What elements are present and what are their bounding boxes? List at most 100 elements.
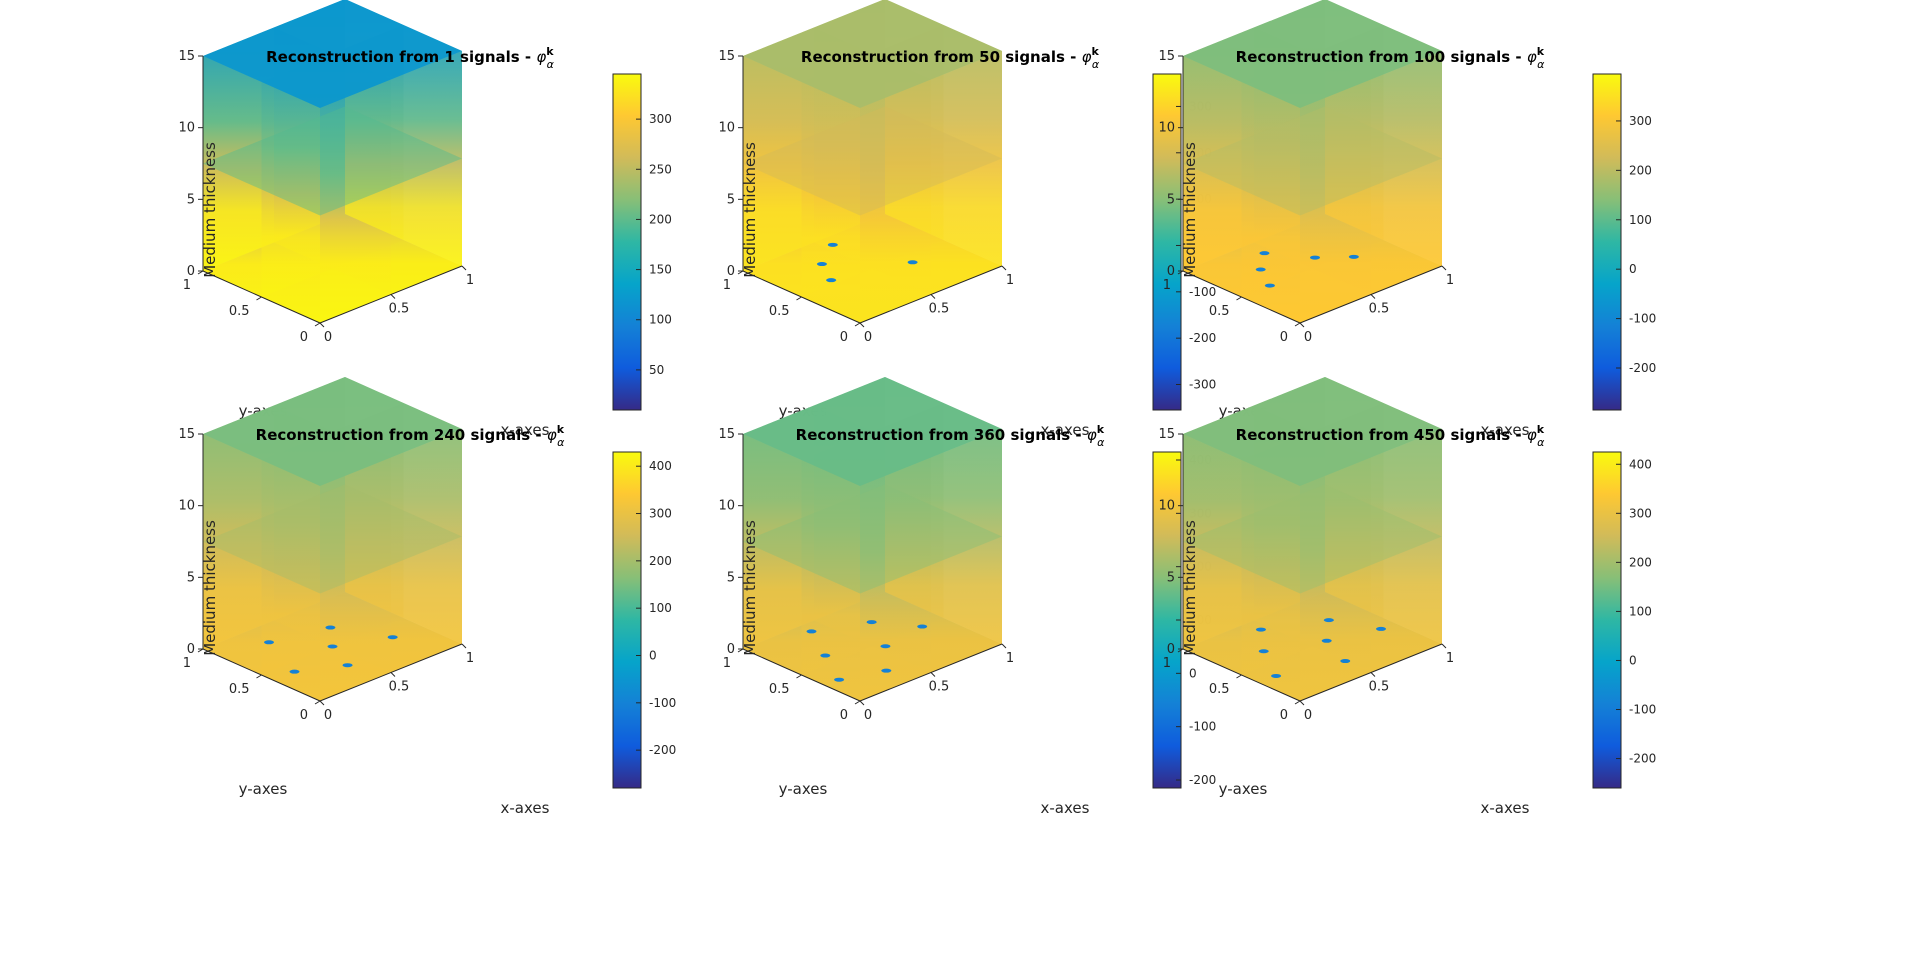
z-tick-label: 15 [178,49,195,64]
title-symbol: φ [1527,48,1537,66]
colorbar-gradient [612,451,642,789]
colorbar-tick-label: 300 [1629,114,1652,128]
colorbar-tick-label: 100 [1629,604,1652,618]
colorbar-tick-label: 0 [649,648,657,662]
colorbar-tick-label: -200 [1629,752,1656,766]
colorbar-tick-label: -200 [1189,331,1216,345]
colorbar-tick-label: 0 [1629,262,1637,276]
title-text: Reconstruction from 100 signals - [1236,48,1527,66]
anomaly-5 [387,635,398,640]
z-tick-label: 15 [1158,49,1175,64]
y-tick-label: 0 [300,708,308,723]
anomaly-4 [880,644,891,649]
slice-zmid [743,106,1002,216]
colorbar-gradient [1592,451,1622,789]
z-axis-label: Medium thickness [201,142,219,278]
x-tick-label: 0 [864,708,872,723]
y-tick-label: 1 [183,656,191,671]
z-tick-label: 0 [727,642,735,657]
slice-top [1183,0,1442,108]
colorbar-tick-label: -100 [1629,703,1656,717]
z-tick-label: 0 [187,642,195,657]
anomaly-2 [1255,267,1266,272]
z-tick-label: 5 [187,192,195,207]
title-superscript: k [1097,423,1105,436]
colorbar-tick-label: -300 [1189,378,1216,392]
z-tick-label: 0 [727,264,735,279]
y-tick-label: 0 [840,708,848,723]
colorbar-tick-label: 200 [649,212,672,226]
title-subscript: α [1537,436,1545,449]
colorbar-tick-label: -100 [1629,312,1656,326]
x-tick-mark [390,294,396,299]
title-text: Reconstruction from 1 signals - [266,48,536,66]
x-tick-mark [1441,265,1447,271]
colorbar-tick-label: 200 [1629,555,1652,569]
y-tick-mark [1294,700,1301,705]
title-superscript: k [1092,45,1100,58]
anomaly-2 [820,653,831,658]
x-tick-label: 0.5 [1369,680,1390,695]
colorbar: 50 100 150 200 250 300 [612,73,672,411]
z-tick-label: 0 [187,264,195,279]
y-tick-label: 0.5 [769,682,790,697]
colorbar-tick-label: -200 [1629,361,1656,375]
z-tick-label: 5 [1167,570,1175,585]
x-tick-mark [930,672,936,677]
x-tick-mark [1299,700,1305,706]
x-tick-mark [1001,643,1007,649]
title-symbol: φ [1527,426,1537,444]
colorbar-tick-label: -100 [1189,285,1216,299]
z-tick-label: 5 [727,570,735,585]
y-tick-label: 1 [1163,656,1171,671]
anomaly-2 [264,640,274,645]
y-axis-label: y-axes [779,780,828,798]
y-tick-mark [796,674,802,679]
x-tick-label: 1 [1446,273,1454,288]
y-tick-mark [854,322,861,327]
z-tick-label: 0 [1167,264,1175,279]
x-axis-label: x-axes [1041,799,1090,817]
title-symbol: φ [1082,48,1092,66]
anomaly-1 [289,669,300,674]
anomaly-1 [1271,673,1282,678]
slice-top [203,0,462,108]
colorbar-tick-label: 400 [1629,457,1652,471]
anomaly-6 [917,624,928,629]
title-text: Reconstruction from 450 signals - [1236,426,1527,444]
colorbar-tick-label: 300 [649,507,672,521]
x-tick-mark [1370,294,1376,299]
anomaly-7 [1340,659,1351,664]
colorbar-tick-label: 50 [649,363,664,377]
anomaly-3 [827,242,838,247]
y-tick-label: 1 [183,278,191,293]
x-tick-mark [1299,322,1305,328]
title-subscript: α [1537,58,1545,71]
x-tick-label: 1 [466,651,474,666]
z-tick-label: 5 [1167,192,1175,207]
slice-zmid [743,484,1002,594]
anomaly-3 [1255,627,1266,632]
z-tick-label: 5 [727,192,735,207]
y-tick-label: 0 [300,330,308,345]
y-tick-label: 1 [723,656,731,671]
colorbar-tick-label: 200 [1629,163,1652,177]
colorbar-tick-label: 300 [1629,506,1652,520]
slice-zmid [1183,106,1442,216]
title-symbol: φ [1087,426,1097,444]
x-tick-label: 0 [324,708,332,723]
y-tick-label: 1 [1163,278,1171,293]
y-tick-label: 0.5 [229,304,250,319]
anomaly-4 [325,625,336,630]
anomaly-7 [881,668,892,673]
z-tick-label: 10 [1158,121,1175,136]
x-tick-mark [1441,643,1447,649]
x-tick-label: 0.5 [389,302,410,317]
y-axis-label: y-axes [1219,780,1268,798]
colorbar-tick-label: -100 [1189,720,1216,734]
x-axis-label: x-axes [501,799,550,817]
